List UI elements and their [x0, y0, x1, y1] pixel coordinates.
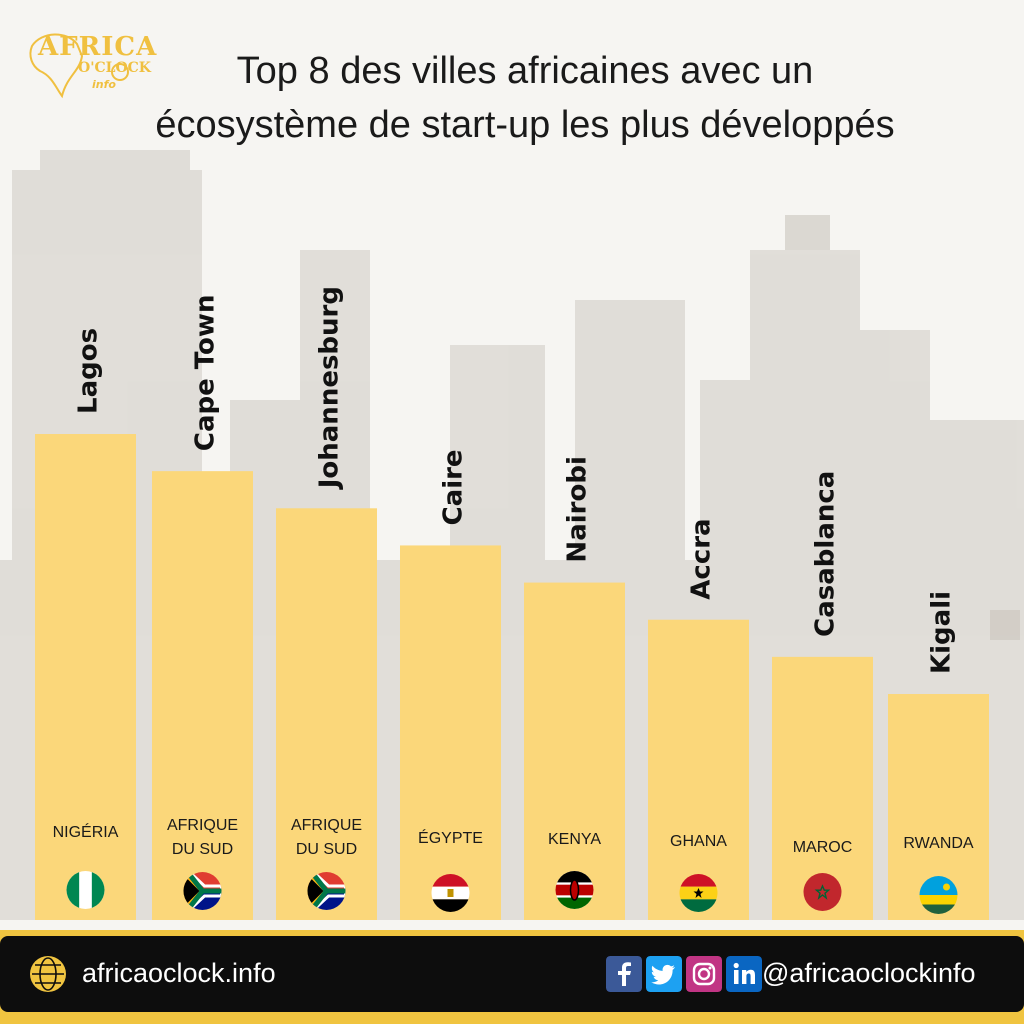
country-label-5: GHANA [670, 833, 727, 850]
social-handle[interactable]: @africaoclockinfo [762, 958, 976, 988]
country-label-1: AFRIQUE DU SUD [167, 817, 238, 858]
logo-word: AFRICA [38, 32, 158, 62]
footer-panel: africaoclock.info @afr [0, 936, 1024, 1012]
country-label-7: RWANDA [903, 835, 974, 852]
city-label-7: Kigali [927, 591, 957, 674]
city-label-4: Nairobi [563, 456, 593, 562]
globe-www-icon[interactable] [28, 954, 68, 994]
city-label-5: Accra [687, 518, 717, 599]
nigeria-flag [66, 871, 105, 909]
website-link[interactable]: africaoclock.info [82, 958, 276, 988]
chart-title: Top 8 des villes africaines avec un écos… [60, 44, 990, 152]
egypt-flag [431, 874, 470, 912]
country-label-0: NIGÉRIA [53, 822, 119, 841]
south-africa-flag [307, 872, 346, 910]
linkedin-icon[interactable] [726, 956, 762, 992]
city-label-2: Johannesburg [315, 286, 345, 490]
logo-oclock: O'CLOCK [78, 60, 151, 76]
bar-0 [35, 434, 136, 920]
bar-3 [400, 545, 501, 920]
city-label-3: Caire [439, 449, 469, 525]
country-label-4: KENYA [548, 831, 601, 848]
facebook-icon[interactable] [606, 956, 642, 992]
morocco-flag [803, 873, 842, 911]
twitter-icon[interactable] [646, 956, 682, 992]
instagram-icon[interactable] [686, 956, 722, 992]
ghana-flag [679, 874, 718, 912]
country-label-3: ÉGYPTE [418, 828, 483, 847]
africa-map-icon [29, 33, 129, 99]
south-africa-flag [183, 872, 222, 910]
kenya-flag [555, 871, 594, 909]
bar-4 [524, 582, 625, 920]
country-label-6: MAROC [793, 839, 853, 856]
bar-1 [152, 471, 253, 920]
city-label-1: Cape Town [191, 295, 221, 452]
city-label-6: Casablanca [811, 471, 841, 637]
city-label-0: Lagos [74, 328, 104, 414]
title-line-2: écosystème de start-up les plus développ… [155, 104, 895, 146]
bar-5 [648, 619, 749, 920]
bar-2 [276, 508, 377, 920]
footer-bar: africaoclock.info @afr [0, 930, 1024, 1024]
title-line-1: Top 8 des villes africaines avec un [236, 50, 814, 92]
logo-info: info [92, 78, 116, 91]
rwanda-flag [919, 876, 958, 914]
country-label-2: AFRIQUE DU SUD [291, 817, 362, 858]
